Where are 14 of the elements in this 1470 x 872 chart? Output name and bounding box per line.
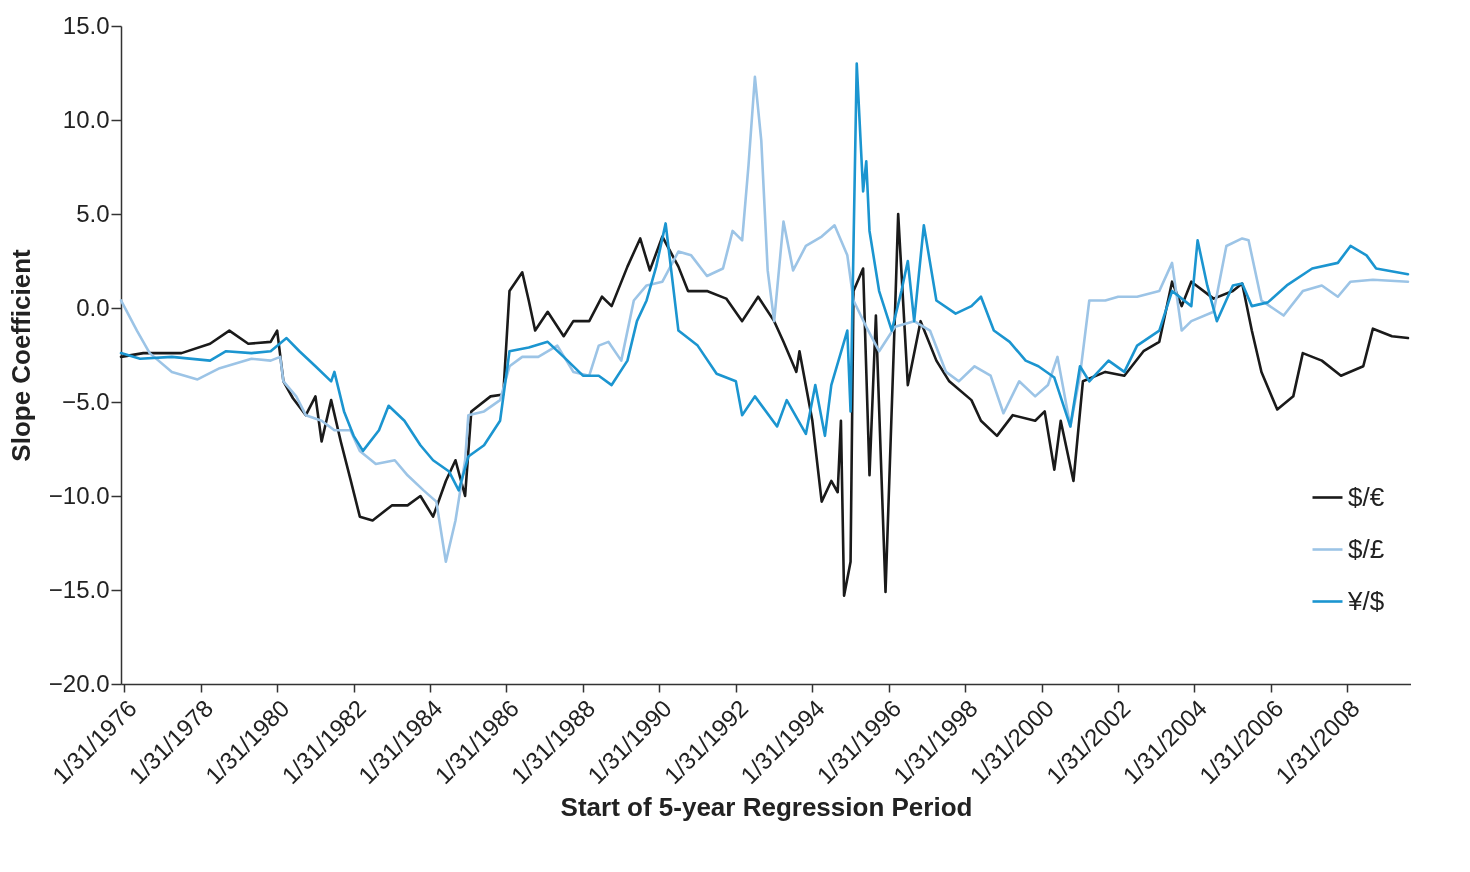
line-series <box>119 75 1410 564</box>
y-tick-label: 10.0 <box>62 105 110 133</box>
y-tick-label: −5.0 <box>62 387 110 415</box>
legend-label: ¥/$ <box>1347 585 1385 616</box>
legend-label: $/€ <box>1348 481 1385 512</box>
y-tick-label: −10.0 <box>48 481 110 509</box>
y-tick-label: 5.0 <box>76 199 110 227</box>
x-axis-title: Start of 5-year Regression Period <box>560 791 973 822</box>
y-tick-label: 0.0 <box>76 293 110 321</box>
y-tick-label: −20.0 <box>48 669 110 697</box>
y-tick-label: 15.0 <box>62 11 110 39</box>
y-axis-title: Slope Coefficient <box>5 248 36 462</box>
y-tick-label: −15.0 <box>48 575 110 603</box>
legend-label: $/£ <box>1348 533 1385 564</box>
